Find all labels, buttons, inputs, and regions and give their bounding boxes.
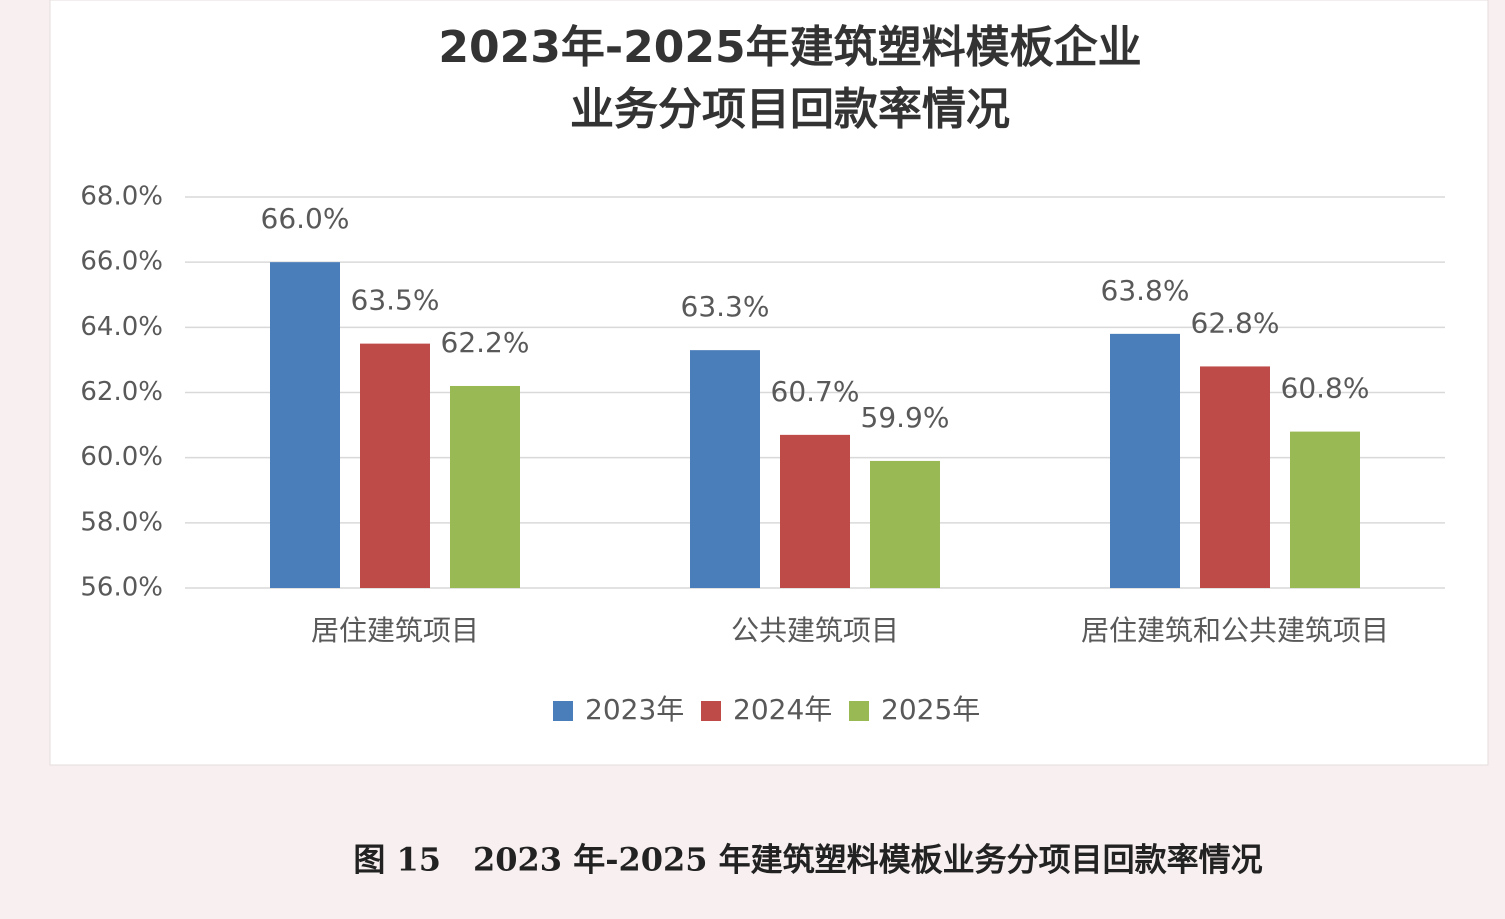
value-label: 63.8% xyxy=(1101,274,1190,307)
value-label: 59.9% xyxy=(861,401,950,434)
bar xyxy=(450,385,520,588)
bar xyxy=(270,262,340,588)
y-tick-label: 68.0% xyxy=(80,182,163,212)
legend-swatch xyxy=(849,701,869,721)
chart-title: 业务分项目回款率情况 xyxy=(570,84,1010,135)
y-tick-label: 62.0% xyxy=(80,377,163,407)
value-label: 66.0% xyxy=(261,202,350,235)
y-tick-label: 56.0% xyxy=(80,573,163,603)
y-tick-label: 64.0% xyxy=(80,312,163,342)
x-tick-label: 居住建筑项目 xyxy=(311,614,479,647)
value-label: 62.8% xyxy=(1191,306,1280,339)
figure-caption: 图 15 2023 年-2025 年建筑塑料模板业务分项目回款率情况 xyxy=(353,841,1262,879)
legend-label: 2025年 xyxy=(881,693,980,726)
y-tick-label: 66.0% xyxy=(80,247,163,277)
legend-label: 2023年 xyxy=(585,693,684,726)
bar xyxy=(690,350,760,588)
bar xyxy=(1200,366,1270,588)
y-tick-label: 58.0% xyxy=(80,507,163,537)
bar xyxy=(870,460,940,588)
x-tick-label: 公共建筑项目 xyxy=(731,614,899,647)
bar xyxy=(1110,333,1180,588)
bar xyxy=(360,343,430,588)
bar xyxy=(780,434,850,588)
x-tick-label: 居住建筑和公共建筑项目 xyxy=(1081,614,1389,647)
legend-label: 2024年 xyxy=(733,693,832,726)
legend-swatch xyxy=(701,701,721,721)
value-label: 60.7% xyxy=(771,375,860,408)
bar xyxy=(1290,431,1360,588)
value-label: 62.2% xyxy=(441,326,530,359)
legend-swatch xyxy=(553,701,573,721)
chart-title: 2023年-2025年建筑塑料模板企业 xyxy=(438,22,1141,73)
value-label: 63.3% xyxy=(681,290,770,323)
value-label: 60.8% xyxy=(1281,372,1370,405)
value-label: 63.5% xyxy=(351,284,440,317)
y-tick-label: 60.0% xyxy=(80,442,163,472)
